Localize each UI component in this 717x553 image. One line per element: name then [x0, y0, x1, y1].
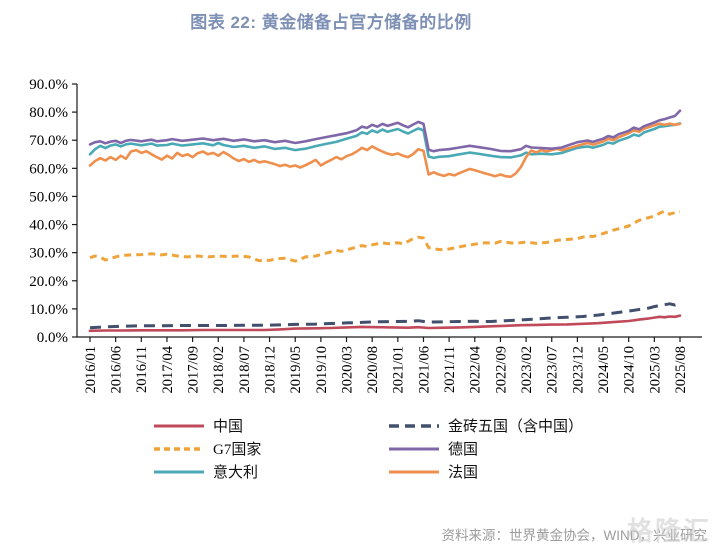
source-note: 资料来源：世界黄金协会，WIND，兴业研究 — [441, 528, 708, 543]
watermark-gelonghui-logo: 格隆汇 — [626, 516, 711, 546]
legend: 中国 G7国家 意大利 金砖五国（含中国） 德国 法国 — [153, 414, 583, 483]
y-tick-label: 40.0% — [29, 218, 68, 234]
legend-item-italy: 意大利 — [153, 460, 388, 483]
legend-swatch-brics — [389, 423, 439, 428]
legend-item-brics: 金砖五国（含中国） — [388, 414, 583, 437]
x-tick-label: 2016/11 — [134, 346, 150, 393]
y-tick-label: 20.0% — [29, 274, 68, 290]
x-tick-label: 2024/05 — [596, 346, 612, 394]
x-tick-label: 2017/09 — [186, 346, 202, 394]
x-tick-label: 2022/09 — [493, 346, 509, 394]
legend-swatch-germany — [389, 447, 439, 450]
y-tick-label: 30.0% — [29, 246, 68, 262]
series-line-germany — [88, 109, 682, 153]
y-tick-label: 0.0% — [37, 330, 68, 346]
series-line-france — [88, 122, 682, 179]
x-tick-label: 2025/03 — [647, 346, 663, 394]
x-tick-label: 2018/12 — [262, 346, 278, 394]
legend-label-china: 中国 — [213, 419, 244, 435]
x-tick-label: 2022/04 — [468, 345, 484, 393]
legend-column-left: 中国 G7国家 意大利 — [153, 414, 388, 483]
series-line-china — [88, 314, 682, 333]
legend-swatch-france — [389, 470, 439, 473]
x-tick-label: 2020/08 — [365, 346, 381, 394]
y-tick-label: 90.0% — [29, 77, 68, 93]
x-tick-label: 2023/02 — [519, 346, 535, 394]
series-line-brics — [89, 301, 681, 330]
chart-title: 图表 22: 黄金储备占官方储备的比例 — [190, 13, 472, 32]
x-tick-label: 2019/05 — [288, 346, 304, 394]
legend-item-france: 法国 — [388, 460, 583, 483]
y-tick-label: 60.0% — [29, 161, 68, 177]
x-tick-label: 2017/04 — [160, 345, 176, 393]
x-tick-label: 2025/08 — [673, 346, 689, 394]
x-tick-label: 2018/02 — [211, 346, 227, 394]
x-tick-label: 2021/11 — [442, 346, 458, 393]
x-tick-label: 2018/07 — [237, 346, 253, 394]
legend-swatch-italy — [154, 470, 204, 473]
legend-label-g7: G7国家 — [213, 442, 262, 458]
axis-frame — [76, 84, 702, 338]
x-tick-label: 2016/06 — [109, 346, 125, 394]
y-tick-label: 10.0% — [29, 302, 68, 318]
x-tick-label: 2019/10 — [314, 346, 330, 394]
x-tick-label: 2020/03 — [339, 346, 355, 394]
legend-label-france: 法国 — [448, 465, 479, 481]
y-tick-label: 80.0% — [29, 105, 68, 121]
legend-item-germany: 德国 — [388, 437, 583, 460]
legend-label-italy: 意大利 — [213, 465, 259, 481]
legend-swatch-china — [154, 424, 204, 427]
y-tick-label: 50.0% — [29, 189, 68, 205]
legend-column-right: 金砖五国（含中国） 德国 法国 — [388, 414, 583, 483]
x-tick-label: 2023/07 — [545, 346, 561, 394]
legend-label-germany: 德国 — [448, 442, 479, 458]
x-tick-label: 2021/01 — [391, 346, 407, 394]
series-line-g7 — [89, 209, 681, 263]
legend-swatch-g7 — [154, 446, 204, 451]
x-tick-label: 2024/10 — [622, 346, 638, 394]
y-tick-label: 70.0% — [29, 133, 68, 149]
legend-item-china: 中国 — [153, 414, 388, 437]
x-tick-label: 2023/12 — [570, 346, 586, 394]
legend-label-brics: 金砖五国（含中国） — [448, 419, 584, 435]
series-line-italy — [88, 122, 682, 160]
legend-item-g7: G7国家 — [153, 437, 388, 460]
x-tick-label: 2021/06 — [416, 346, 432, 394]
x-tick-label: 2016/01 — [83, 346, 99, 394]
